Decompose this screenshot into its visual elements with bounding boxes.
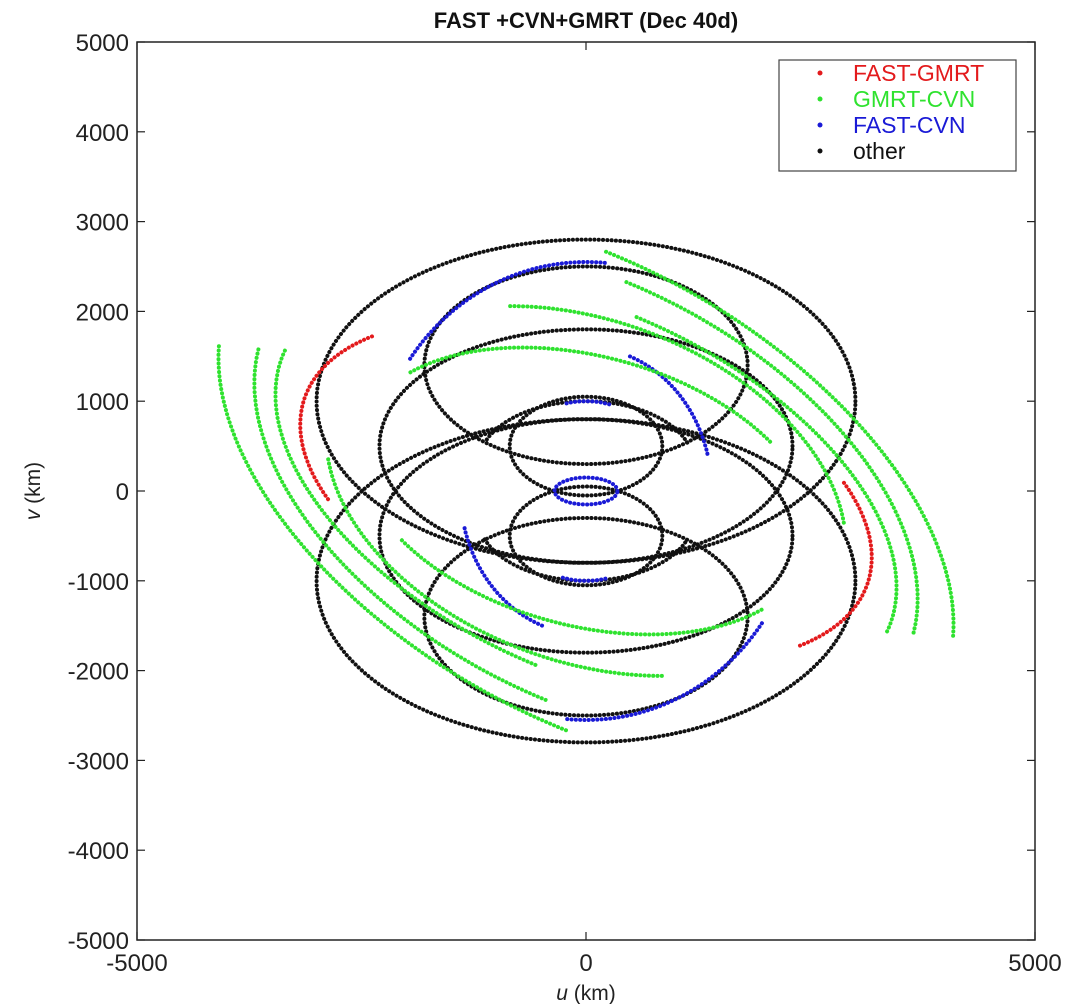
tracks-layer	[216, 237, 956, 745]
x-axis-label: u (km)	[556, 982, 616, 1004]
y-tick-label: 0	[116, 479, 129, 506]
y-tick-label: -2000	[68, 659, 129, 686]
y-tick-label: 2000	[76, 299, 129, 326]
uv-track	[298, 334, 374, 502]
ticks-layer: -5000 0 5000 -5000 -4000 -3000 -2000 -1000 0 1000…	[68, 30, 1062, 977]
series-gmrt-cvn	[216, 248, 956, 734]
y-tick-label: -3000	[68, 748, 129, 775]
legend-label: other	[853, 138, 906, 164]
x-tick-label: -5000	[106, 950, 167, 977]
uv-track	[798, 480, 874, 648]
uv-track	[462, 526, 545, 628]
uv-track	[216, 344, 571, 734]
uv-track	[314, 417, 858, 745]
legend-marker	[817, 122, 823, 128]
x-tick-label: 0	[579, 950, 592, 977]
uv-track	[601, 248, 956, 638]
uv-track	[273, 348, 539, 668]
y-tick-label: 1000	[76, 389, 129, 416]
chart-title: FAST +CVN+GMRT (Dec 40d)	[434, 8, 738, 33]
uv-track	[507, 484, 665, 588]
uv-track	[399, 538, 766, 637]
series-fast-gmrt	[298, 334, 874, 648]
uv-track	[407, 260, 607, 362]
legend-marker	[817, 96, 823, 102]
y-tick-label: -4000	[68, 838, 129, 865]
uv-track	[377, 327, 795, 565]
uv-track	[406, 345, 773, 444]
uv-track	[560, 399, 612, 407]
series-fast-cvn	[407, 260, 765, 722]
y-tick-label: -1000	[68, 569, 129, 596]
legend-label: FAST-CVN	[853, 112, 965, 138]
y-axis-label: v (km)	[22, 462, 45, 520]
uv-track	[314, 237, 858, 565]
uv-track	[633, 314, 899, 634]
uv-track	[552, 475, 620, 507]
uv-track	[507, 394, 665, 498]
legend-label: GMRT-CVN	[853, 86, 975, 112]
legend-marker	[817, 70, 823, 76]
y-tick-label: 3000	[76, 210, 129, 237]
uv-track	[627, 354, 710, 456]
uv-track	[565, 620, 765, 722]
uv-track	[508, 304, 846, 525]
x-tick-label: 5000	[1008, 950, 1061, 977]
legend-label: FAST-GMRT	[853, 60, 984, 86]
uv-track	[560, 575, 612, 583]
uv-track	[252, 347, 548, 702]
uv-track	[624, 280, 920, 635]
y-tick-label: 5000	[76, 30, 129, 57]
uv-track	[326, 457, 664, 678]
uv-track	[377, 417, 795, 655]
y-tick-label: -5000	[68, 928, 129, 955]
y-tick-label: 4000	[76, 120, 129, 147]
legend-marker	[817, 148, 823, 154]
